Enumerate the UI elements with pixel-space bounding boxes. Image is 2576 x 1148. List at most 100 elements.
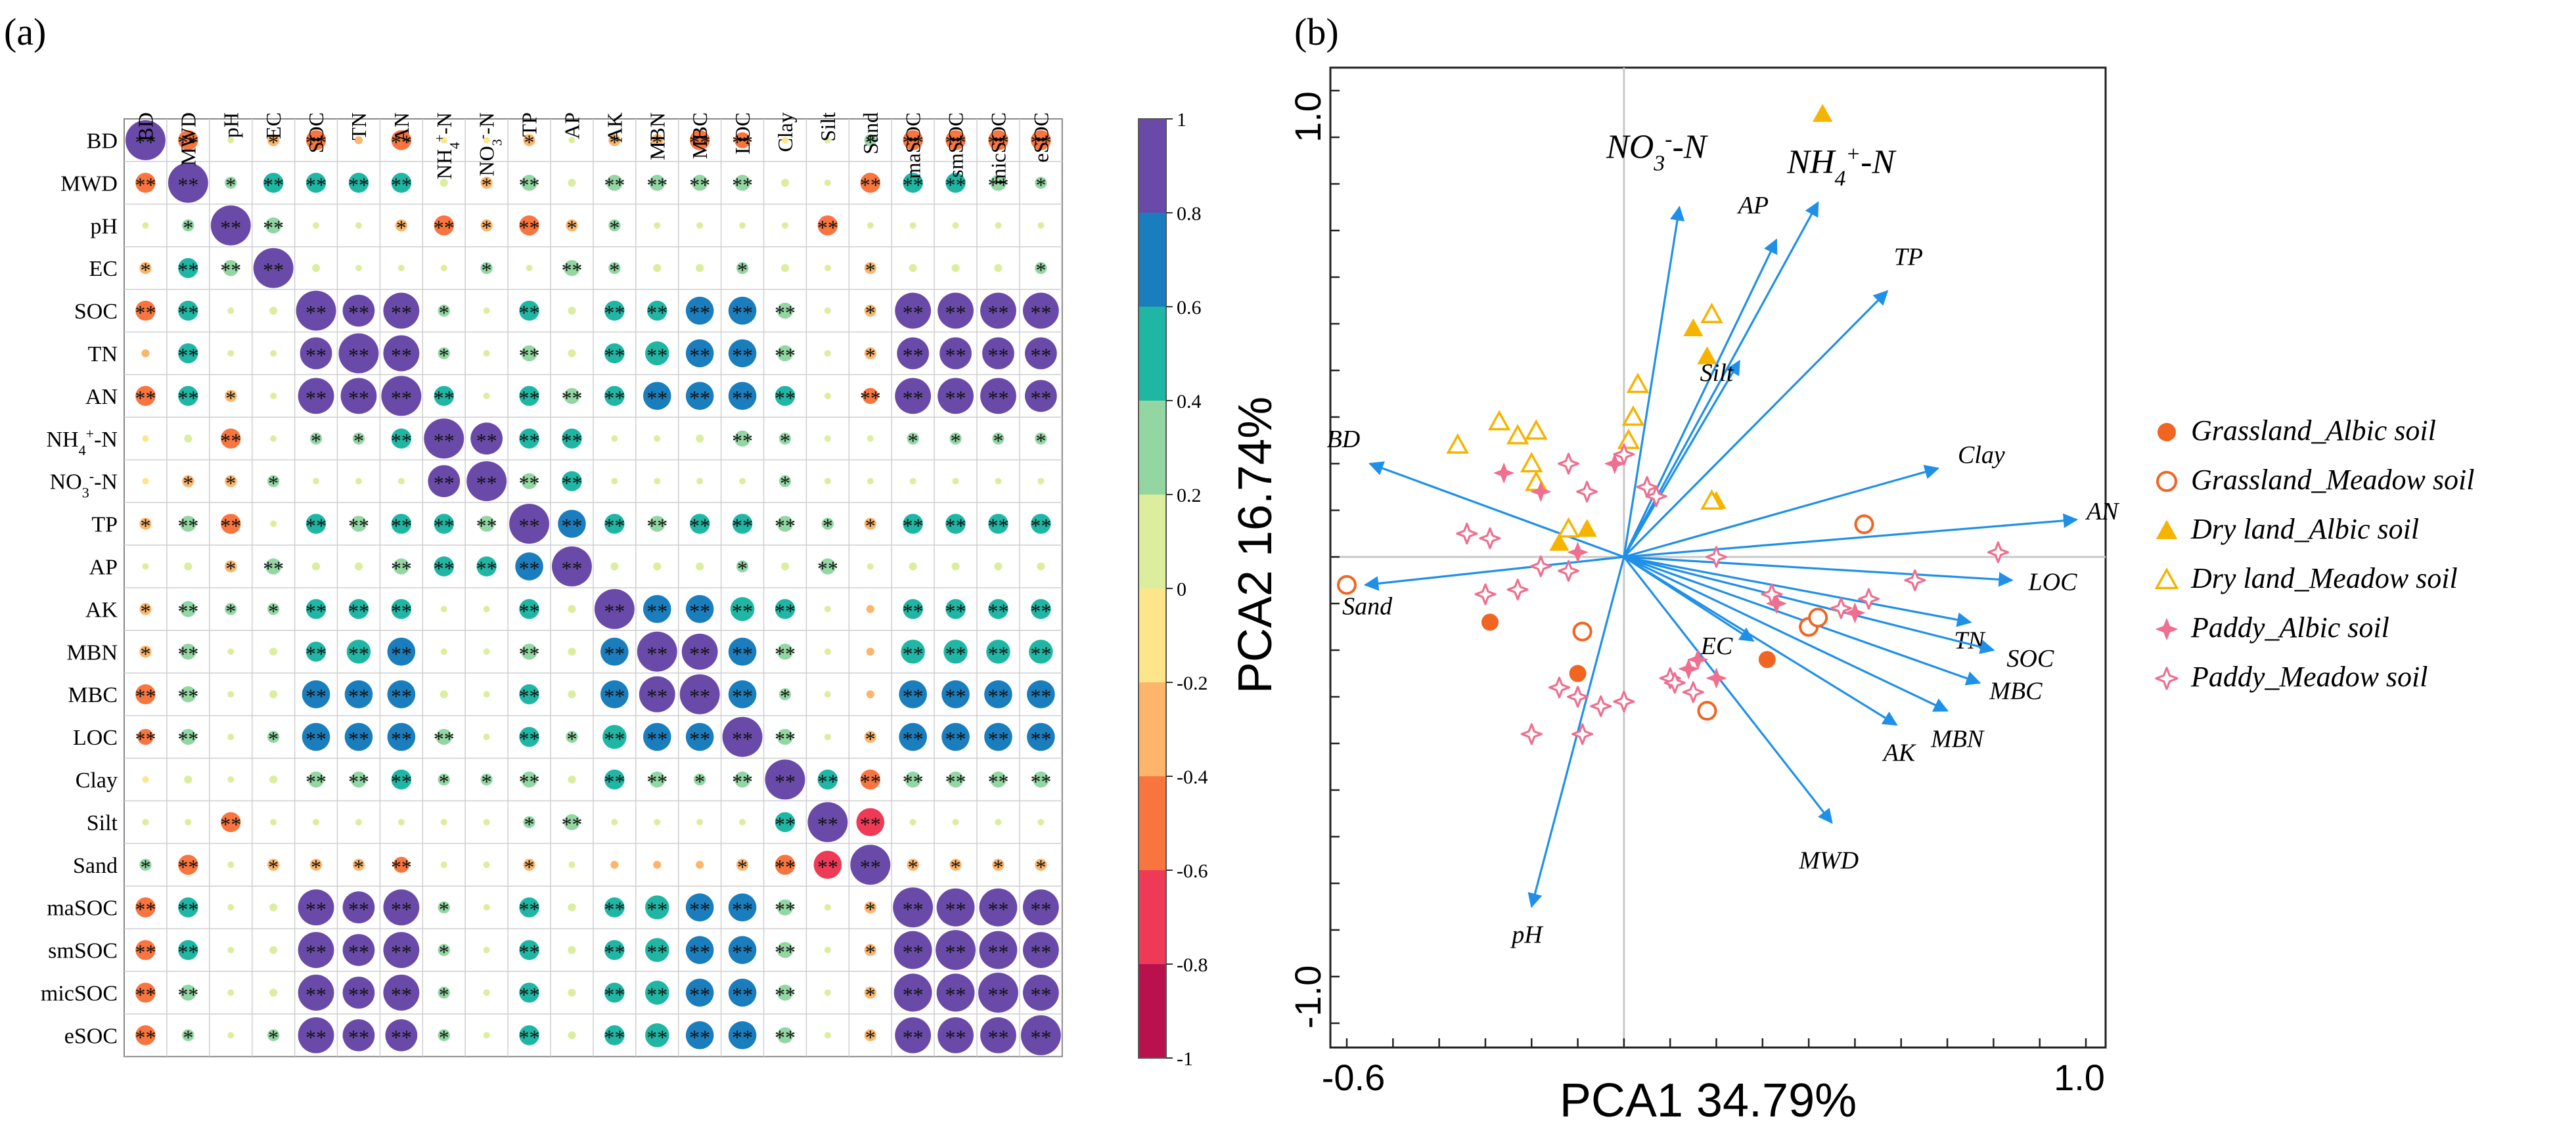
- significance-mark: **: [903, 386, 924, 410]
- significance-mark: *: [1035, 855, 1046, 879]
- correlation-circle: [777, 1027, 794, 1044]
- correlation-circle: [270, 520, 277, 527]
- correlation-circle: [651, 134, 664, 146]
- correlation-circle: [736, 560, 749, 573]
- correlation-circle: [269, 988, 278, 997]
- significance-mark: **: [945, 514, 966, 538]
- significance-mark: **: [689, 642, 710, 665]
- significance-mark: *: [524, 812, 535, 836]
- correlation-circle: [649, 516, 666, 532]
- correlation-circle: [383, 292, 420, 329]
- correlation-circle: [344, 680, 373, 709]
- correlation-circle: [728, 637, 757, 666]
- correlation-circle: [438, 304, 450, 317]
- significance-mark: **: [775, 386, 796, 410]
- significance-mark: *: [609, 130, 620, 154]
- correlation-circle: [227, 776, 235, 783]
- correlation-circle: [856, 808, 885, 837]
- correlation-circle: [945, 514, 966, 534]
- correlation-circle: [309, 432, 323, 445]
- column-label: Clay: [773, 112, 797, 152]
- significance-mark: **: [177, 898, 198, 921]
- correlation-circle: [644, 895, 669, 919]
- significance-mark: **: [945, 301, 966, 324]
- significance-mark: **: [561, 556, 582, 580]
- correlation-circle: [988, 599, 1008, 619]
- correlation-circle: [519, 726, 539, 747]
- correlation-circle: [483, 861, 490, 868]
- score-point: [1987, 541, 2009, 563]
- significance-mark: **: [646, 301, 667, 324]
- score-point: [1904, 569, 1926, 592]
- significance-mark: **: [945, 684, 966, 708]
- correlation-circle: [1031, 130, 1051, 150]
- correlation-circle: [637, 631, 677, 672]
- correlation-circle: [302, 722, 330, 751]
- correlation-circle: [978, 973, 1018, 1013]
- significance-mark: **: [646, 684, 667, 708]
- significance-mark: **: [732, 727, 753, 751]
- significance-mark: **: [903, 130, 924, 154]
- significance-mark: **: [732, 429, 753, 453]
- loading-label: TP: [1894, 243, 1923, 271]
- significance-mark: **: [903, 599, 924, 623]
- correlation-circle: [267, 858, 280, 871]
- correlation-circle: [483, 1032, 490, 1039]
- significance-mark: **: [945, 642, 966, 665]
- correlation-circle: [696, 264, 704, 273]
- significance-mark: **: [604, 514, 625, 538]
- correlation-circle: [298, 1017, 334, 1053]
- correlation-circle: [395, 219, 407, 232]
- correlation-circle: [730, 597, 755, 621]
- score-point: [1621, 405, 1645, 426]
- significance-mark: **: [987, 727, 1008, 751]
- score-point: [1697, 701, 1717, 721]
- significance-mark: **: [689, 130, 710, 154]
- correlation-circle: [936, 888, 975, 927]
- correlation-circle: [480, 773, 493, 786]
- significance-mark: **: [732, 642, 753, 665]
- significance-mark: **: [987, 898, 1008, 921]
- significance-mark: *: [225, 472, 236, 495]
- correlation-circle: [988, 514, 1008, 534]
- significance-mark: **: [348, 940, 369, 964]
- score-point: [1558, 453, 1579, 475]
- correlation-circle: [225, 560, 237, 573]
- correlation-circle: [1037, 562, 1045, 571]
- correlation-circle: [1022, 292, 1059, 329]
- significance-mark: **: [1030, 1025, 1051, 1049]
- correlation-circle: [383, 889, 420, 926]
- significance-mark: **: [391, 386, 412, 410]
- significance-mark: **: [817, 215, 838, 239]
- significance-mark: **: [391, 1025, 412, 1049]
- loading-arrow: [1623, 556, 2014, 587]
- correlation-circle: [600, 637, 629, 666]
- correlation-circle: [819, 558, 836, 575]
- correlation-circle: [734, 771, 751, 788]
- column-label: SOC: [304, 112, 328, 153]
- correlation-circle: [440, 690, 448, 699]
- significance-mark: **: [391, 514, 412, 538]
- significance-mark: **: [305, 599, 327, 623]
- significance-mark: **: [903, 343, 924, 367]
- significance-mark: **: [220, 429, 241, 453]
- significance-mark: **: [177, 343, 198, 367]
- score-point: [1700, 302, 1723, 323]
- significance-mark: *: [353, 429, 364, 453]
- correlation-circle: [355, 265, 362, 272]
- correlation-circle: [305, 514, 327, 534]
- significance-mark: *: [1035, 258, 1046, 282]
- correlation-circle: [696, 562, 704, 571]
- significance-mark: **: [860, 386, 881, 410]
- colorbar-tick-label: 0.4: [1177, 391, 1202, 412]
- significance-mark: **: [689, 1025, 710, 1049]
- correlation-circle: [903, 514, 923, 534]
- correlation-circle: [694, 773, 706, 786]
- significance-mark: **: [476, 429, 497, 453]
- colorbar-tick-label: 1: [1177, 109, 1186, 131]
- colorbar: 1 0.8 0.6 0.4 0.2 0 -0.2 -0.4 -0.6 -0.8 -1: [1138, 109, 1208, 1070]
- significance-mark: **: [604, 940, 625, 964]
- significance-mark: *: [140, 258, 150, 282]
- correlation-circle: [227, 349, 235, 357]
- correlation-circle: [342, 891, 375, 924]
